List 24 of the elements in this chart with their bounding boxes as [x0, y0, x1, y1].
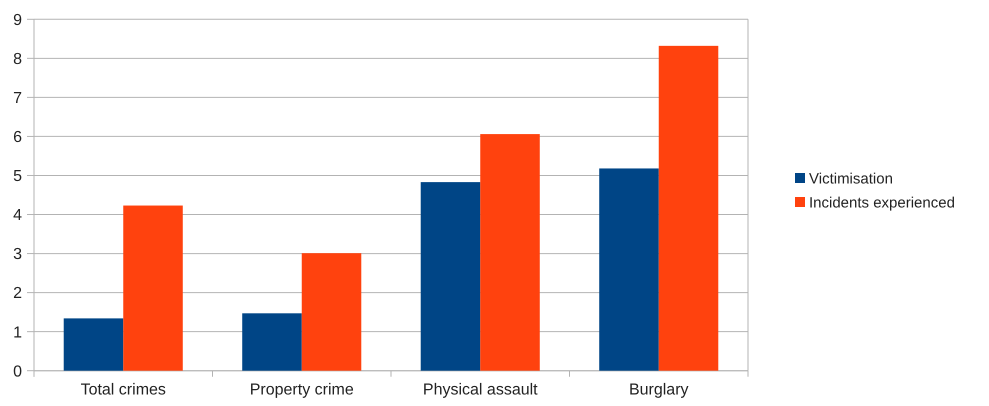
y-tick-label: 4: [13, 207, 22, 224]
legend-label: Incidents experienced: [809, 194, 955, 212]
bar: [123, 206, 183, 371]
bar: [599, 168, 659, 371]
y-tick-label: 8: [13, 50, 22, 68]
y-tick-label: 1: [13, 324, 22, 342]
bar: [302, 253, 362, 371]
bar: [420, 182, 480, 371]
bar: [242, 313, 302, 371]
y-tick-label: 7: [13, 90, 22, 107]
y-tick-label: 6: [13, 129, 22, 146]
y-tick-label: 3: [13, 246, 22, 264]
y-tick-label: 5: [13, 168, 22, 186]
bar: [64, 318, 124, 371]
bar: [480, 134, 540, 371]
y-tick-label: 0: [13, 363, 22, 380]
x-tick-label: Burglary: [628, 382, 689, 399]
legend-label: Victimisation: [809, 170, 893, 188]
x-tick-label: Property crime: [250, 382, 354, 399]
bar: [658, 46, 718, 371]
x-tick-label: Total crimes: [80, 382, 166, 399]
x-tick-label: Physical assault: [422, 382, 538, 399]
y-tick-label: 2: [13, 285, 22, 302]
y-tick-label: 9: [13, 12, 22, 29]
